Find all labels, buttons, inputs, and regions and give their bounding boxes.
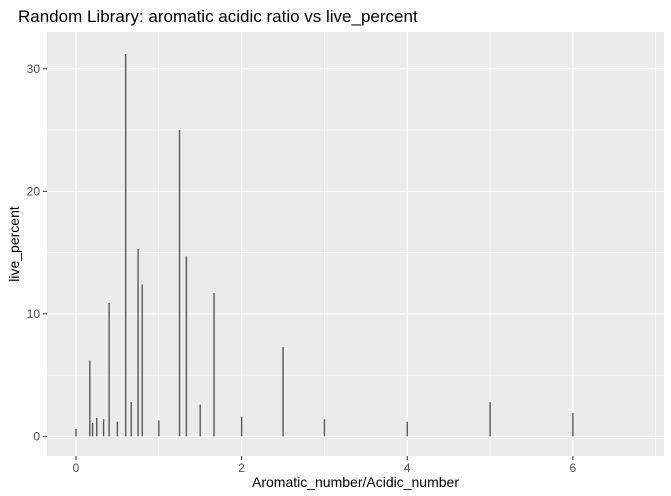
bar-12 [178, 130, 181, 437]
chart-title: Random Library: aromatic acidic ratio vs… [18, 7, 418, 26]
bar-2 [91, 422, 94, 437]
bar-15 [213, 293, 215, 437]
x-tick-label-1: 2 [238, 461, 245, 475]
y-axis-title: live_percent [6, 206, 22, 282]
bar-18 [323, 419, 326, 437]
bar-7 [124, 54, 127, 437]
bars [75, 54, 574, 437]
grid-minor [47, 32, 664, 456]
bar-11 [158, 420, 160, 437]
bar-20 [489, 402, 491, 437]
y-tick-label-0: 0 [33, 429, 40, 443]
x-axis: 0 2 4 6 [73, 456, 577, 475]
x-axis-title: Aromatic_number/Acidic_number [252, 474, 459, 490]
bar-8 [130, 402, 132, 437]
bar-14 [199, 404, 201, 437]
bar-21 [572, 413, 574, 437]
bar-13 [185, 256, 188, 437]
y-axis: 0 10 20 30 [27, 62, 47, 443]
bar-17 [282, 346, 284, 437]
x-tick-label-2: 4 [404, 461, 411, 475]
bar-16 [240, 416, 243, 437]
grid-major [47, 32, 664, 456]
x-tick-label-3: 6 [570, 461, 577, 475]
bar-19 [406, 421, 408, 437]
y-tick-label-1: 10 [27, 307, 41, 321]
bar-5 [108, 302, 110, 437]
bar-4 [102, 419, 105, 437]
bar-6 [116, 421, 119, 437]
y-tick-label-3: 30 [27, 62, 41, 76]
plot-panel [47, 32, 664, 456]
x-tick-label-0: 0 [73, 461, 80, 475]
y-tick-label-2: 20 [27, 184, 41, 198]
bar-1 [89, 360, 91, 437]
bar-3 [95, 418, 98, 437]
bar-10 [141, 284, 143, 437]
bar-0 [75, 429, 77, 437]
bar-9 [137, 248, 139, 437]
